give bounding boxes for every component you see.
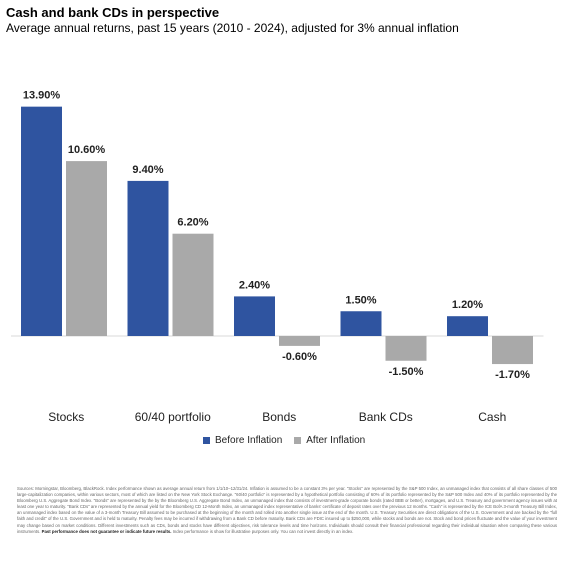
data-label-before-4: 1.20% [452, 299, 483, 311]
category-label-4: Cash [478, 410, 506, 424]
bar-before-1 [127, 180, 169, 336]
bar-after-4 [492, 336, 533, 365]
bar-before-4 [447, 316, 488, 336]
data-label-after-2: -0.60% [282, 351, 317, 363]
data-label-before-0: 13.90% [23, 90, 61, 102]
legend-item-after: After Inflation [294, 435, 365, 446]
bar-after-2 [279, 336, 320, 346]
legend-label-before: Before Inflation [215, 435, 283, 446]
category-label-2: Bonds [262, 410, 296, 424]
data-label-before-1: 9.40% [132, 164, 163, 176]
footnote-disclaimer: Past performance does not guarantee or i… [41, 528, 172, 534]
data-label-after-3: -1.50% [389, 366, 424, 378]
bar-before-2 [234, 296, 275, 336]
footnote: Sources: Morningstar, Bloomberg, BlackRo… [17, 486, 557, 535]
footnote-tail: Index performance is show for illustrati… [172, 528, 354, 534]
legend-swatch-after [294, 437, 302, 444]
chart-legend: Before Inflation After Inflation [203, 435, 377, 446]
footnote-body: Sources: Morningstar, Bloomberg, BlackRo… [17, 486, 557, 534]
category-label-3: Bank CDs [359, 410, 413, 424]
legend-swatch-before [203, 437, 210, 444]
legend-label-after: After Inflation [306, 435, 366, 446]
data-label-after-1: 6.20% [177, 217, 208, 229]
data-label-after-4: -1.70% [495, 369, 530, 381]
legend-item-before: Before Inflation [203, 435, 282, 446]
chart-title: Cash and bank CDs in perspective [6, 5, 220, 20]
bar-before-3 [340, 311, 382, 336]
bar-before-0 [21, 106, 62, 337]
chart-subtitle: Average annual returns, past 15 years (2… [6, 21, 459, 35]
category-label-0: Stocks [48, 410, 84, 424]
bar-after-0 [66, 161, 107, 336]
bar-after-3 [385, 336, 427, 361]
data-label-before-3: 1.50% [345, 294, 376, 306]
data-label-before-2: 2.40% [239, 279, 270, 291]
bar-chart: 13.90% 10.60% Stocks 9.40% 6.20% 60/40 portfo… [11, 90, 544, 424]
data-label-after-0: 10.60% [68, 144, 106, 156]
bar-after-1 [172, 233, 214, 336]
category-label-1: 60/40 portfolio [135, 410, 211, 424]
